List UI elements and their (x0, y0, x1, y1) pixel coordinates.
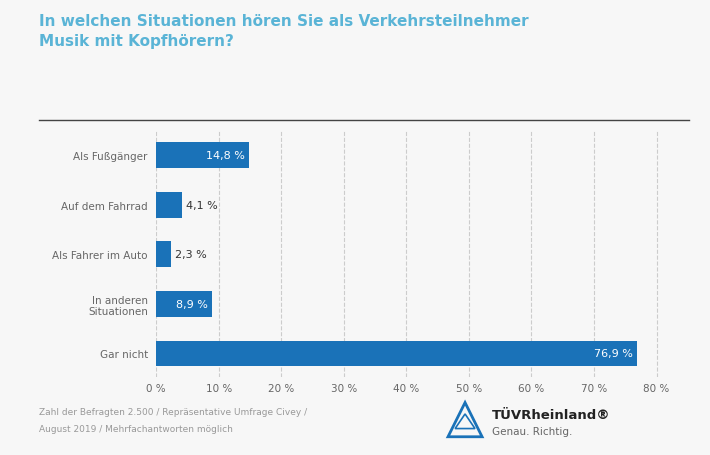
Bar (156, 143, 248, 169)
Text: Genau. Richtig.: Genau. Richtig. (492, 426, 572, 436)
Bar (156, 192, 182, 218)
Text: In welchen Situationen hören Sie als Verkehrsteilnehmer
Musik mit Kopfhörern?: In welchen Situationen hören Sie als Ver… (39, 14, 529, 49)
Text: 2,3 %: 2,3 % (175, 250, 207, 260)
Text: TÜVRheinland®: TÜVRheinland® (492, 409, 611, 421)
Text: 4,1 %: 4,1 % (186, 200, 218, 210)
Bar (156, 291, 212, 317)
Text: August 2019 / Mehrfachantworten möglich: August 2019 / Mehrfachantworten möglich (39, 424, 233, 433)
Text: Zahl der Befragten 2.500 / Repräsentative Umfrage Civey /: Zahl der Befragten 2.500 / Repräsentativ… (39, 407, 307, 416)
Text: 76,9 %: 76,9 % (594, 349, 633, 359)
Text: 14,8 %: 14,8 % (205, 151, 244, 161)
Bar (156, 341, 637, 366)
Bar (156, 242, 170, 268)
Text: 8,9 %: 8,9 % (175, 299, 207, 309)
